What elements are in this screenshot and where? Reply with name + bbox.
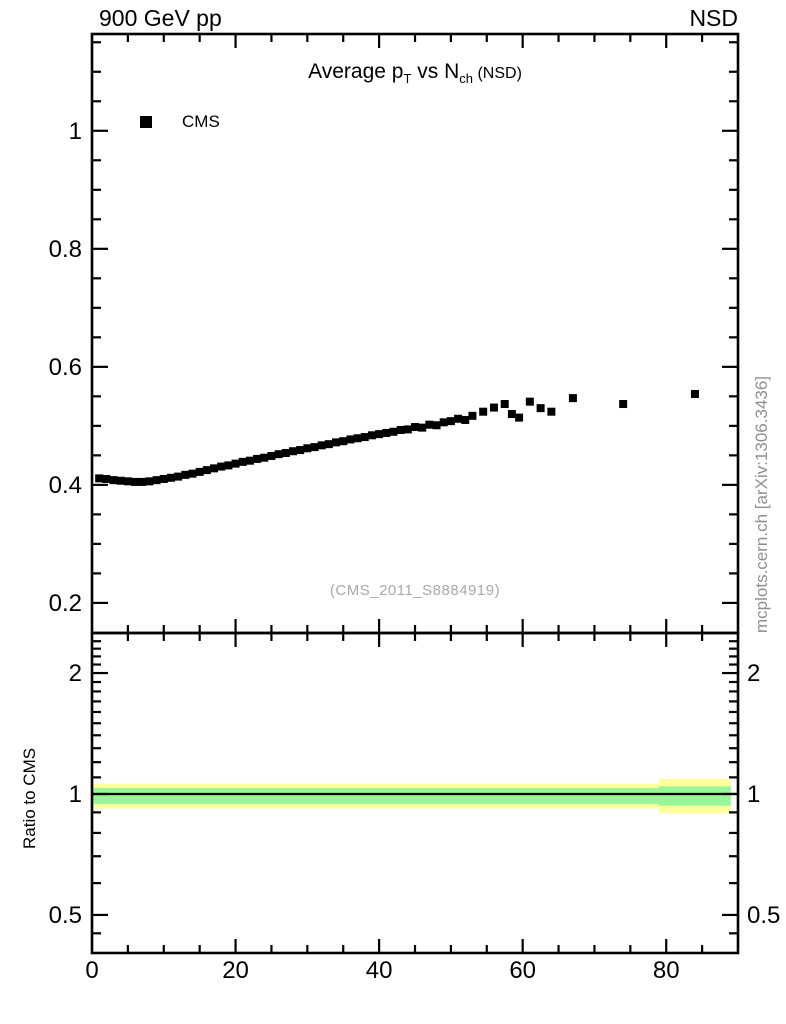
data-point-CMS — [166, 473, 175, 482]
data-point-CMS — [159, 474, 168, 483]
main-y-tick-label: 1 — [69, 118, 82, 145]
data-point-CMS — [109, 476, 118, 485]
data-point-CMS — [525, 397, 534, 406]
data-point-CMS — [500, 400, 509, 409]
data-point-CMS — [181, 470, 190, 479]
data-point-CMS — [303, 444, 312, 453]
data-point-CMS — [425, 420, 434, 429]
data-point-CMS — [238, 457, 247, 466]
data-point-CMS — [267, 451, 276, 460]
data-point-CMS — [317, 441, 326, 450]
data-point-CMS — [274, 450, 283, 459]
ratio-axis-title: Ratio to CMS — [20, 747, 39, 849]
data-point-CMS — [116, 476, 125, 485]
main-y-tick-label: 0.2 — [49, 590, 82, 617]
data-point-CMS — [224, 461, 233, 470]
data-point-CMS — [461, 415, 470, 424]
data-point-CMS — [102, 474, 111, 483]
event-class-label: NSD — [689, 5, 738, 31]
data-point-CMS — [332, 438, 341, 447]
data-point-CMS — [195, 467, 204, 476]
data-point-CMS — [389, 427, 398, 436]
data-point-CMS — [245, 456, 254, 465]
data-point-CMS — [547, 407, 556, 416]
legend: CMS — [140, 112, 220, 132]
data-point-CMS — [310, 443, 319, 452]
analysis-id-watermark: (CMS_2011_S8884919) — [329, 582, 501, 599]
data-point-CMS — [396, 425, 405, 434]
data-point-CMS — [131, 477, 140, 486]
ratio-y-tick-label-left: 1 — [69, 781, 82, 808]
data-point-CMS — [411, 423, 419, 432]
data-point-CMS — [690, 389, 699, 398]
data-point-CMS — [418, 423, 427, 432]
data-point-CMS — [536, 404, 545, 413]
mcplots-arxiv-watermark: mcplots.cern.ch [arXiv:1306.3436] — [752, 375, 771, 633]
ratio-y-tick-label-left: 2 — [69, 660, 82, 687]
title-subscript-nch: ch — [459, 71, 473, 87]
legend-marker-square-icon — [140, 116, 152, 128]
ratio-y-tick-label-right: 2 — [747, 660, 760, 687]
data-point-CMS — [145, 477, 154, 486]
data-point-CMS — [375, 430, 384, 439]
data-point-CMS — [174, 472, 183, 481]
main-y-tick-label: 0.8 — [49, 236, 82, 263]
ratio-y-tick-label-right: 1 — [747, 781, 760, 808]
title-text-mid: vs N — [411, 60, 460, 83]
title-subscript-pt: T — [403, 71, 412, 87]
data-point-CMS — [123, 477, 132, 486]
data-point-CMS — [281, 449, 290, 458]
main-y-tick-label: 0.6 — [49, 354, 82, 381]
data-point-CMS — [439, 418, 448, 427]
data-point-CMS — [253, 454, 262, 463]
main-y-tick-label: 0.4 — [49, 472, 82, 499]
x-tick-label: 0 — [85, 957, 98, 984]
ratio-band-inner — [659, 786, 731, 806]
data-point-CMS — [515, 413, 524, 422]
x-tick-label: 60 — [509, 957, 536, 984]
data-point-CMS — [446, 417, 455, 426]
x-tick-label: 40 — [366, 957, 393, 984]
data-point-CMS — [568, 394, 577, 403]
plot-title: Average pT vs Nch (NSD) — [92, 60, 738, 86]
data-point-CMS — [479, 407, 488, 416]
data-point-CMS — [619, 400, 628, 409]
data-point-CMS — [324, 440, 333, 449]
x-tick-label: 80 — [653, 957, 680, 984]
beam-energy-label: 900 GeV pp — [99, 5, 222, 31]
data-point-CMS — [403, 425, 412, 434]
data-point-CMS — [95, 474, 104, 483]
data-point-CMS — [210, 464, 219, 473]
data-point-CMS — [367, 431, 376, 440]
data-point-CMS — [346, 435, 355, 444]
legend-label: CMS — [182, 112, 220, 131]
data-point-CMS — [217, 462, 226, 471]
data-point-CMS — [382, 428, 391, 437]
data-point-CMS — [231, 459, 240, 468]
data-point-CMS — [353, 434, 362, 443]
ratio-band-inner — [92, 787, 660, 804]
data-point-CMS — [468, 411, 477, 420]
data-point-CMS — [432, 421, 441, 430]
data-point-CMS — [454, 414, 463, 423]
x-tick-label: 20 — [222, 957, 249, 984]
data-point-CMS — [288, 447, 297, 456]
data-point-CMS — [296, 446, 305, 455]
data-point-CMS — [260, 453, 269, 462]
data-point-CMS — [188, 469, 197, 478]
data-point-CMS — [489, 403, 498, 412]
ratio-y-tick-label-right: 0.5 — [747, 902, 780, 929]
title-text: Average p — [308, 60, 404, 83]
data-point-CMS — [339, 437, 348, 446]
data-point-CMS — [360, 433, 369, 442]
data-point-CMS — [152, 476, 161, 485]
title-suffix-nsd: (NSD) — [477, 65, 522, 82]
data-point-CMS — [507, 410, 516, 419]
ratio-y-tick-label-left: 0.5 — [49, 902, 82, 929]
data-point-CMS — [202, 466, 211, 475]
data-point-CMS — [138, 477, 147, 486]
